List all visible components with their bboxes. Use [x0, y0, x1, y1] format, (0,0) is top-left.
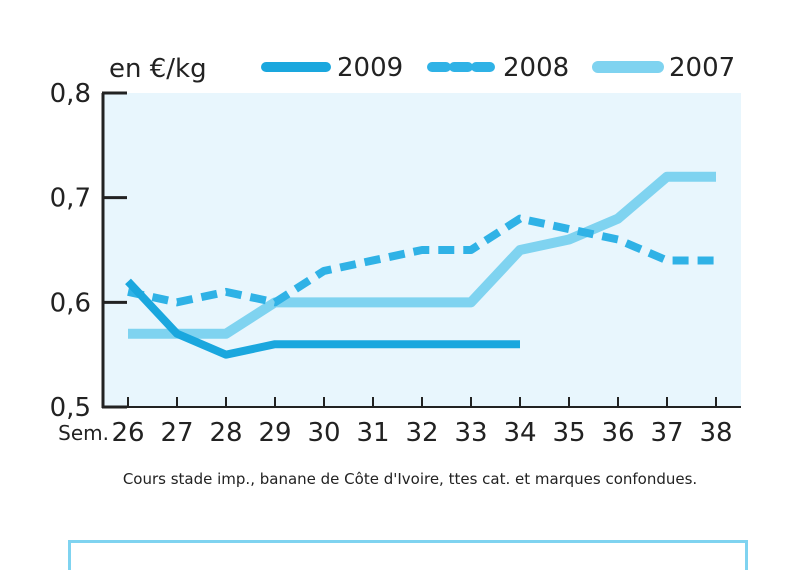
x-tick-label: 27 — [160, 418, 193, 448]
series-lines — [125, 171, 716, 359]
legend: 2009 2008 2007 — [261, 53, 735, 83]
y-tick-label: 0,5 — [50, 393, 91, 423]
chart-caption: Cours stade imp., banane de Côte d'Ivoir… — [122, 470, 698, 488]
y-axis-ticks: 0,5 0,6 0,7 0,8 — [50, 79, 127, 423]
x-tick-label: 34 — [503, 418, 536, 448]
y-tick-label: 0,6 — [50, 288, 91, 318]
x-tick-label: 36 — [601, 418, 634, 448]
y-tick-label: 0,8 — [50, 79, 91, 109]
x-axis-prefix: Sem. — [58, 421, 109, 445]
series-line-2009 — [125, 278, 520, 359]
x-axis-ticks: 26 27 28 29 30 31 32 33 34 35 36 37 38 — [111, 397, 733, 448]
x-tick-label: 33 — [454, 418, 487, 448]
legend-label-2007: 2007 — [669, 53, 735, 83]
line-chart: 26 27 28 29 30 31 32 33 34 35 36 37 38 0,50,60,70,8 … — [50, 53, 741, 448]
x-tick-label: 32 — [405, 418, 438, 448]
x-tick-label: 30 — [307, 418, 340, 448]
x-tick-label: 29 — [258, 418, 291, 448]
info-box — [68, 540, 748, 570]
x-tick-label: 35 — [552, 418, 585, 448]
x-tick-label: 26 — [111, 418, 144, 448]
legend-label-2008: 2008 — [503, 53, 569, 83]
series-line-2007 — [128, 171, 716, 339]
x-tick-label: 28 — [209, 418, 242, 448]
x-tick-label: 31 — [356, 418, 389, 448]
legend-label-2009: 2009 — [337, 53, 403, 83]
x-tick-label: 38 — [699, 418, 732, 448]
x-tick-label: 37 — [650, 418, 683, 448]
series-line-2008 — [127, 214, 716, 307]
unit-label: en €/kg — [109, 54, 207, 84]
y-tick-label: 0,7 — [50, 184, 91, 214]
